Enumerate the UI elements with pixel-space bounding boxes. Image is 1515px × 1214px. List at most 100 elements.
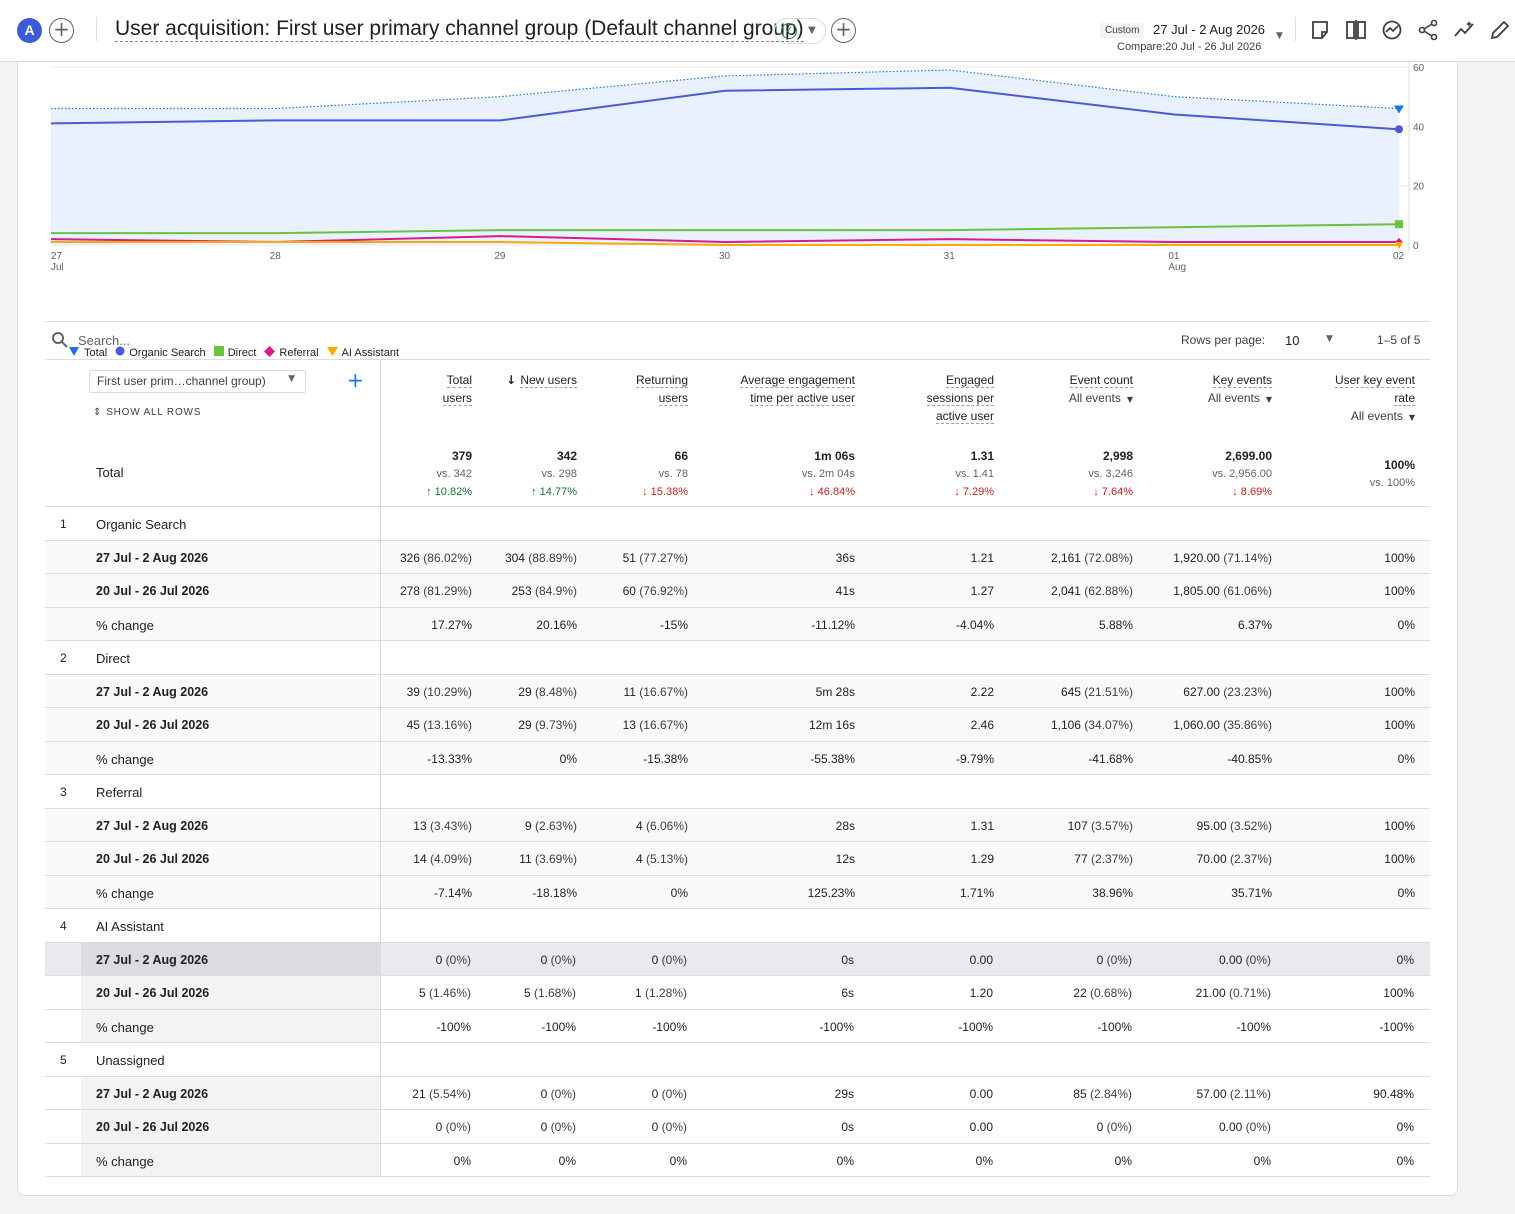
add-comparison-icon[interactable]: + [49,18,74,43]
divider [380,808,381,841]
cell-value: 0s [841,952,854,967]
x-tick-label: 30 [719,251,731,262]
metric-header[interactable]: Returning users [635,371,688,407]
table-cell: -18.18% [532,886,577,900]
legend-swatch [326,346,338,359]
legend-swatch [213,346,224,359]
table-cell: 0.00 (0%) [1219,1120,1271,1134]
legend-item[interactable]: Referral [264,345,319,360]
metric-filter-select[interactable]: All events ▼ [1069,389,1133,409]
row-label-cell [81,976,380,1009]
divider [380,607,381,640]
legend-item[interactable]: AI Assistant [326,345,399,360]
table-group-row[interactable]: 5 Unassigned [45,1043,1430,1077]
table-row[interactable]: 20 Jul - 26 Jul 2026 14 (4.09%) 11 (3.69%)… [45,842,1430,876]
search-input[interactable]: Search... [78,333,131,348]
total-value: 100% [1384,458,1415,472]
metric-header[interactable]: Key events All events ▼ [1208,371,1272,409]
table-group-row[interactable]: 3 Referral [45,775,1430,809]
cell-value: -100% [541,1019,576,1034]
legend-label: Organic Search [129,346,206,359]
table-row[interactable]: % change -100% -100% -100% -100% -100% -100% -1… [45,1009,1430,1043]
metric-filter-select[interactable]: All events ▼ [1208,389,1272,409]
table-cell: 2,041 (62.88%) [1051,584,1133,598]
table-row[interactable]: 27 Jul - 2 Aug 2026 13 (3.43%) 9 (2.63%) 4 … [45,808,1430,842]
date-custom-badge: Custom [1100,23,1145,38]
check-circle-icon: ✓ [781,23,797,39]
table-row[interactable]: 20 Jul - 26 Jul 2026 5 (1.46%) 5 (1.68%) 1 … [45,976,1430,1010]
metric-header-text: time per active user [750,391,855,406]
page-title[interactable]: User acquisition: First user primary cha… [115,17,804,42]
cell-value: 0 [435,1120,443,1134]
dimension-selector[interactable]: First user prim…channel group) ▼ [89,370,306,393]
legend-item[interactable]: Total [68,345,107,360]
share-icon[interactable] [1417,19,1439,41]
metric-header[interactable]: Average engagement time per active user [740,371,855,407]
metric-header-line: ↓ New users [506,371,577,389]
table-cell: 6s [841,986,854,1000]
row-label: 27 Jul - 2 Aug 2026 [96,952,209,967]
cell-percent: (86.02%) [419,550,472,565]
metric-filter-select[interactable]: All events ▼ [1335,407,1415,427]
table-row[interactable]: 27 Jul - 2 Aug 2026 21 (5.54%) 0 (0%) 0 (0%… [45,1076,1430,1110]
cell-value: 29 [518,718,532,732]
table-row[interactable]: 27 Jul - 2 Aug 2026 0 (0%) 0 (0%) 0 (0%) 0s 0… [45,942,1430,976]
total-value: 379 [451,449,472,463]
dimension-selector-label: First user prim…channel group) [97,374,266,388]
metric-header-text: Total [446,373,472,388]
metric-header[interactable]: Event count All events ▼ [1069,371,1133,409]
table-cell: 125.23% [808,886,855,900]
cell-percent: (0%) [658,1086,687,1101]
table-row[interactable]: 20 Jul - 26 Jul 2026 0 (0%) 0 (0%) 0 (0%) 0s… [45,1110,1430,1144]
chevron-down-icon[interactable]: ▼ [1326,334,1333,344]
add-icon[interactable]: + [831,18,856,43]
cell-value: 13 [413,818,427,833]
metric-header[interactable]: Total users [442,371,472,407]
table-cell: 6.37% [1238,618,1272,632]
cell-value: 125.23% [807,885,855,900]
cell-percent: (2.37%) [1226,852,1272,866]
metric-header[interactable]: User key event rate All events ▼ [1334,371,1415,427]
table-row[interactable]: % change -7.14% -18.18% 0% 125.23% 1.71% 38.96… [45,875,1430,909]
add-dimension-icon[interactable]: + [347,368,364,392]
cell-percent: (0%) [658,952,687,967]
legend-item[interactable]: Direct [213,345,257,360]
table-row[interactable]: 27 Jul - 2 Aug 2026 326 (86.02%) 304 (88.8… [45,540,1430,574]
table-group-row[interactable]: 2 Direct [45,641,1430,675]
metric-header[interactable]: ↓ New users [506,371,577,389]
trend-icon[interactable] [1453,19,1475,41]
table-group-row[interactable]: 4 AI Assistant [45,909,1430,943]
metric-header-text: Returning [635,373,688,388]
table-row[interactable]: 20 Jul - 26 Jul 2026 45 (13.16%) 29 (9.73%… [45,708,1430,742]
cell-value: -41.68% [1088,751,1133,766]
table-cell: 12m 16s [809,718,855,732]
compare-icon[interactable] [1345,19,1367,41]
table-cell: -100% [819,1020,854,1034]
annotation-icon[interactable] [1309,19,1331,41]
metric-header-line: rate [1335,389,1415,407]
table-row[interactable]: 27 Jul - 2 Aug 2026 39 (10.29%) 29 (8.48%)… [45,674,1430,708]
table-row[interactable]: % change 0% 0% 0% 0% 0% 0% 0% 0% [45,1143,1430,1177]
legend-item[interactable]: Organic Search [115,345,206,360]
total-compare: vs. 100% [1369,477,1415,489]
table-cell: 29 (8.48%) [518,685,577,699]
metric-header[interactable]: Engaged sessions per active user [926,371,994,425]
divider [380,674,381,707]
table-cell: 57.00 (2.11%) [1197,1087,1272,1101]
table-cell: 1,920.00 (71.14%) [1173,551,1272,565]
date-range-picker[interactable]: Custom 27 Jul - 2 Aug 2026 Compare:20 Ju… [1100,21,1290,57]
legend-label: Direct [227,346,257,359]
metric-header-text: New users [520,373,577,388]
rows-per-page-select[interactable]: 10 [1285,333,1300,348]
show-all-rows-button[interactable]: ⇕ SHOW ALL ROWS [93,407,201,418]
report-status-button[interactable]: ✓ ▼ [774,18,826,44]
table-row[interactable]: 20 Jul - 26 Jul 2026 278 (81.29%) 253 (84.… [45,574,1430,608]
insights-icon[interactable] [1381,19,1403,41]
table-row[interactable]: % change 17.27% 20.16% -15% -11.12% -4.04% 5.8… [45,607,1430,641]
account-avatar[interactable]: A [17,18,42,43]
cell-value: 21.00 [1195,986,1226,1000]
edit-icon[interactable] [1489,19,1511,41]
table-group-row[interactable]: 1 Organic Search [45,507,1430,541]
table-cell: -13.33% [427,752,472,766]
table-row[interactable]: % change -13.33% 0% -15.38% -55.38% -9.79% -41… [45,741,1430,775]
